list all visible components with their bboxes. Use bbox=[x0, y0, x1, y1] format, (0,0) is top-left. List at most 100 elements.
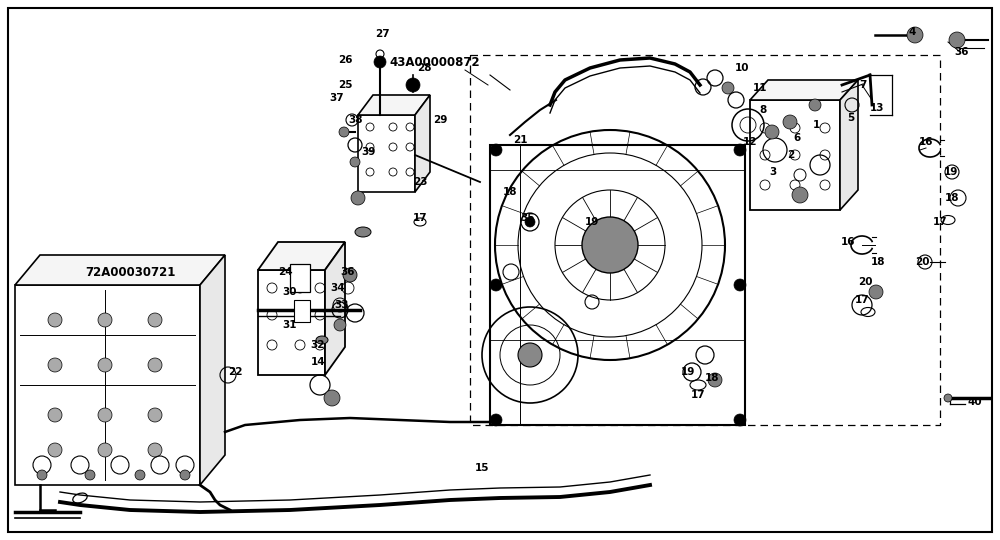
Circle shape bbox=[949, 32, 965, 48]
Circle shape bbox=[944, 394, 952, 402]
Circle shape bbox=[406, 78, 420, 92]
Text: 30: 30 bbox=[283, 287, 297, 297]
Circle shape bbox=[490, 279, 502, 291]
Text: 18: 18 bbox=[871, 257, 885, 267]
Text: 20: 20 bbox=[858, 277, 872, 287]
Text: 17: 17 bbox=[933, 217, 947, 227]
Circle shape bbox=[869, 285, 883, 299]
Text: 10: 10 bbox=[735, 63, 749, 73]
Circle shape bbox=[582, 217, 638, 273]
Circle shape bbox=[98, 443, 112, 457]
Circle shape bbox=[907, 27, 923, 43]
Circle shape bbox=[48, 408, 62, 422]
Text: 19: 19 bbox=[944, 167, 958, 177]
Polygon shape bbox=[258, 270, 325, 375]
Text: 23: 23 bbox=[413, 177, 427, 187]
Text: 35: 35 bbox=[521, 213, 535, 223]
Text: 16: 16 bbox=[841, 237, 855, 247]
Text: 32: 32 bbox=[311, 340, 325, 350]
Circle shape bbox=[765, 125, 779, 139]
Text: 17: 17 bbox=[855, 295, 869, 305]
Text: 19: 19 bbox=[681, 367, 695, 377]
Polygon shape bbox=[750, 80, 858, 100]
Circle shape bbox=[98, 358, 112, 372]
Text: 14: 14 bbox=[311, 357, 325, 367]
Text: 34: 34 bbox=[331, 283, 345, 293]
Circle shape bbox=[708, 373, 722, 387]
Ellipse shape bbox=[316, 336, 328, 344]
Circle shape bbox=[734, 414, 746, 426]
Text: 29: 29 bbox=[433, 115, 447, 125]
Circle shape bbox=[809, 99, 821, 111]
Circle shape bbox=[351, 191, 365, 205]
Text: 13: 13 bbox=[870, 103, 884, 113]
Text: 8: 8 bbox=[759, 105, 767, 115]
Circle shape bbox=[48, 358, 62, 372]
Text: 3: 3 bbox=[769, 167, 777, 177]
Circle shape bbox=[98, 313, 112, 327]
Text: 12: 12 bbox=[743, 137, 757, 147]
Text: 1: 1 bbox=[812, 120, 820, 130]
Polygon shape bbox=[258, 242, 345, 270]
Text: 40: 40 bbox=[968, 397, 982, 407]
Circle shape bbox=[792, 187, 808, 203]
Text: 33: 33 bbox=[335, 300, 349, 310]
Text: 6: 6 bbox=[793, 133, 801, 143]
Text: 17: 17 bbox=[691, 390, 705, 400]
Text: 72A00030721: 72A00030721 bbox=[85, 266, 175, 279]
Text: 4: 4 bbox=[908, 27, 916, 37]
Text: 43A00000872: 43A00000872 bbox=[390, 56, 480, 69]
Text: 21: 21 bbox=[513, 135, 527, 145]
Polygon shape bbox=[15, 285, 200, 485]
Text: 27: 27 bbox=[375, 29, 389, 39]
Text: 37: 37 bbox=[330, 93, 344, 103]
Circle shape bbox=[374, 56, 386, 68]
Text: 2: 2 bbox=[787, 150, 795, 160]
Polygon shape bbox=[325, 242, 345, 375]
Text: 36: 36 bbox=[341, 267, 355, 277]
Circle shape bbox=[148, 408, 162, 422]
Polygon shape bbox=[358, 115, 415, 192]
Circle shape bbox=[343, 268, 357, 282]
Text: 5: 5 bbox=[847, 113, 855, 123]
Text: 26: 26 bbox=[338, 55, 352, 65]
Text: 24: 24 bbox=[278, 267, 292, 277]
Ellipse shape bbox=[355, 227, 371, 237]
Text: 17: 17 bbox=[413, 213, 427, 223]
Text: 25: 25 bbox=[338, 80, 352, 90]
Circle shape bbox=[350, 157, 360, 167]
Text: 16: 16 bbox=[919, 137, 933, 147]
Circle shape bbox=[334, 319, 346, 331]
Circle shape bbox=[148, 358, 162, 372]
Bar bbox=[490, 145, 745, 425]
Text: 39: 39 bbox=[361, 147, 375, 157]
Circle shape bbox=[85, 470, 95, 480]
Circle shape bbox=[734, 279, 746, 291]
Circle shape bbox=[490, 414, 502, 426]
Circle shape bbox=[490, 144, 502, 156]
Text: 20: 20 bbox=[915, 257, 929, 267]
Text: 22: 22 bbox=[228, 367, 242, 377]
Circle shape bbox=[98, 408, 112, 422]
Text: 38: 38 bbox=[349, 115, 363, 125]
Text: 15: 15 bbox=[475, 463, 489, 473]
Circle shape bbox=[525, 217, 535, 227]
Polygon shape bbox=[358, 95, 430, 115]
Polygon shape bbox=[15, 255, 225, 285]
Circle shape bbox=[37, 470, 47, 480]
Text: 18: 18 bbox=[945, 193, 959, 203]
Circle shape bbox=[48, 313, 62, 327]
Circle shape bbox=[734, 144, 746, 156]
Polygon shape bbox=[200, 255, 225, 485]
Text: 11: 11 bbox=[753, 83, 767, 93]
Polygon shape bbox=[840, 80, 858, 210]
Circle shape bbox=[180, 470, 190, 480]
Text: 7: 7 bbox=[859, 80, 867, 90]
Circle shape bbox=[148, 313, 162, 327]
Circle shape bbox=[135, 470, 145, 480]
Text: 19: 19 bbox=[585, 217, 599, 227]
Text: 18: 18 bbox=[503, 187, 517, 197]
Text: 36: 36 bbox=[955, 47, 969, 57]
Text: 31: 31 bbox=[283, 320, 297, 330]
Circle shape bbox=[722, 82, 734, 94]
